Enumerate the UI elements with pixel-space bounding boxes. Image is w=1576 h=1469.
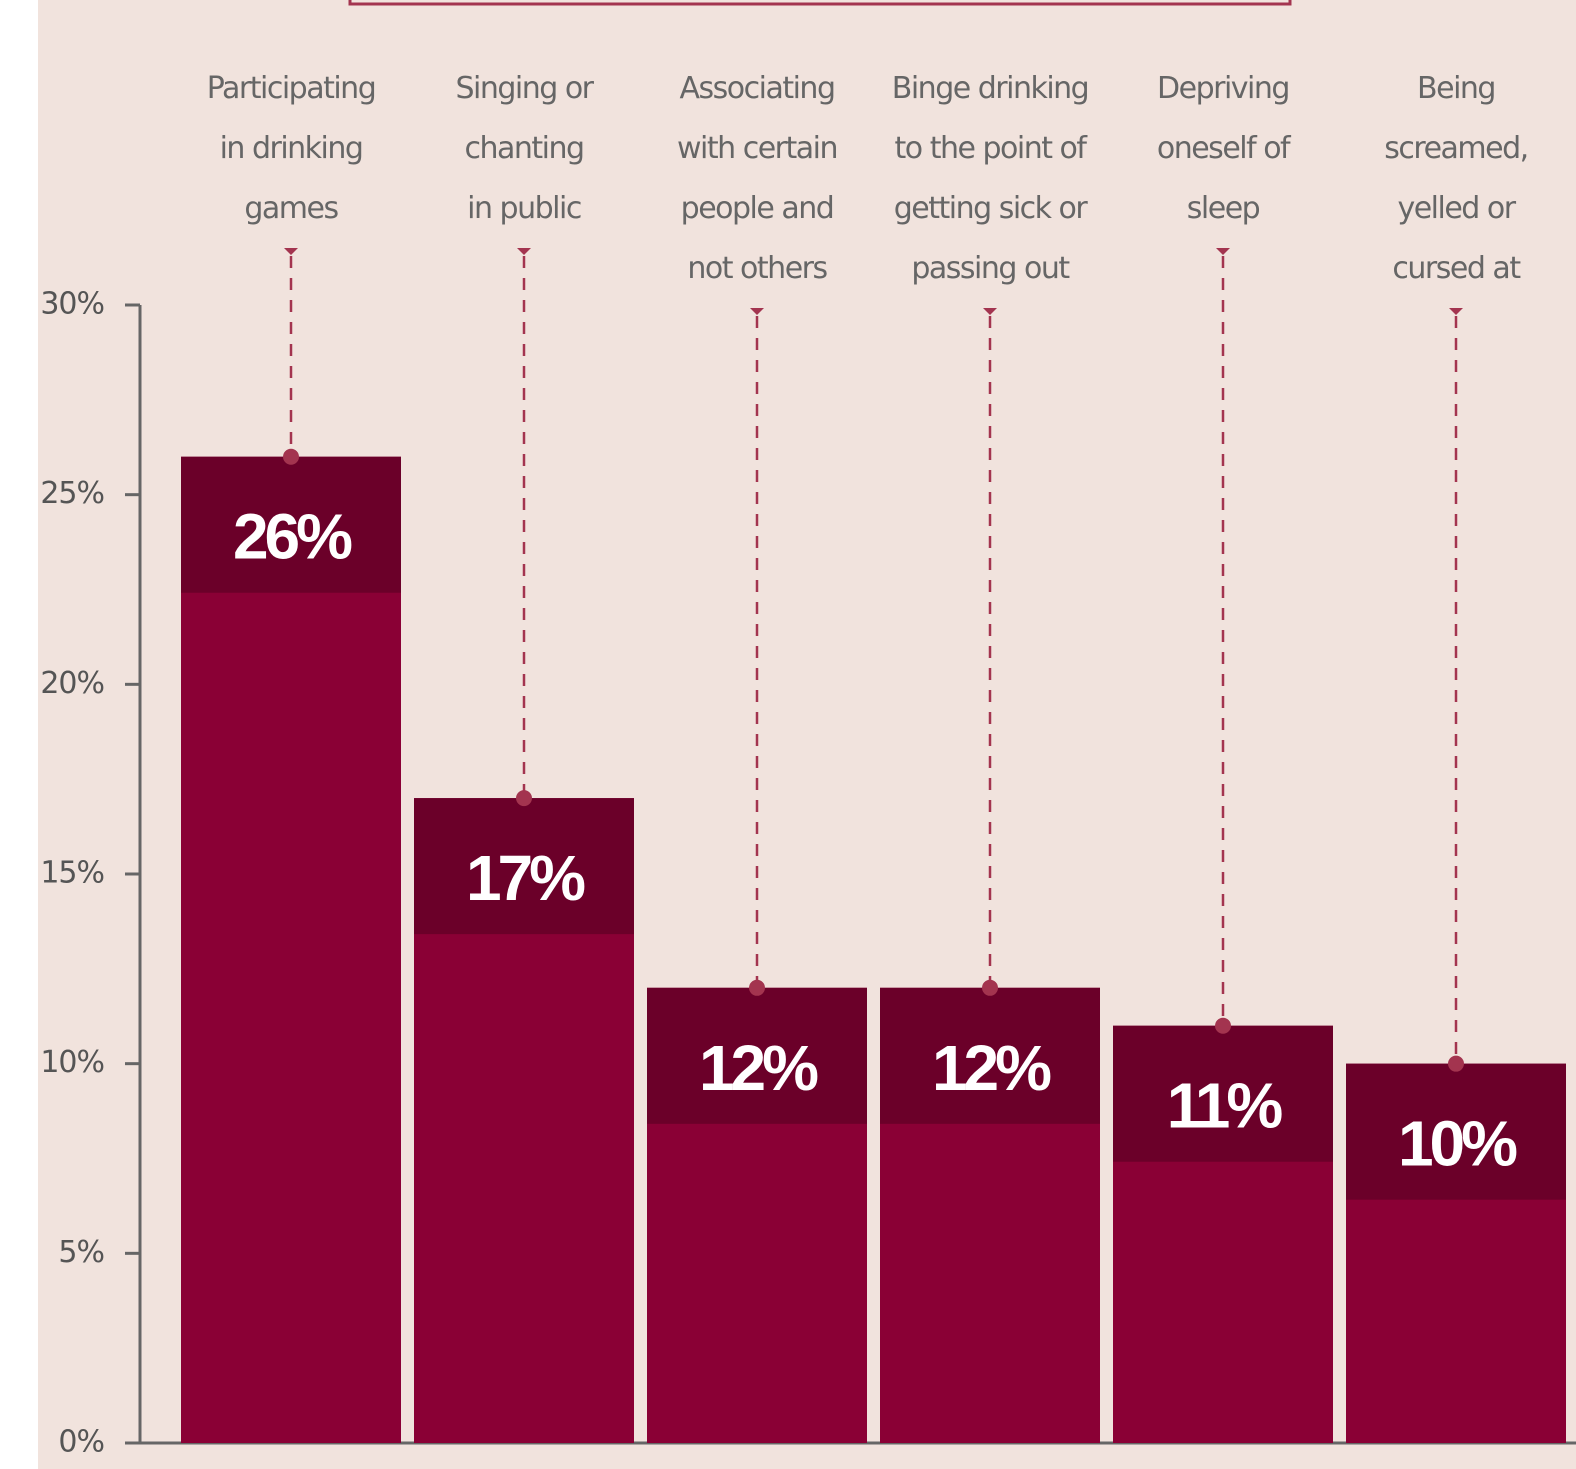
leader-dot (1448, 1056, 1464, 1072)
category-label: getting sick or (894, 191, 1089, 226)
y-tick-label: 10% (40, 1045, 104, 1080)
category-label: screamed, (1384, 131, 1527, 166)
category-label: with certain (677, 131, 837, 166)
category-label: Associating (679, 71, 834, 106)
y-tick-label: 5% (58, 1235, 104, 1270)
category-label: Binge drinking (892, 71, 1088, 106)
value-label: 12% (932, 1032, 1051, 1104)
category-label: passing out (911, 251, 1070, 286)
value-label: 10% (1398, 1108, 1517, 1180)
category-label: Singing or (455, 71, 594, 106)
category-label: Depriving (1157, 71, 1289, 106)
y-tick-label: 30% (40, 287, 104, 322)
category-label: oneself of (1157, 131, 1292, 166)
value-label: 26% (233, 501, 352, 573)
category-label: sleep (1187, 191, 1260, 226)
value-label: 17% (466, 842, 585, 914)
leader-dot (982, 980, 998, 996)
y-tick-label: 20% (40, 666, 104, 701)
category-label: games (244, 191, 338, 226)
category-label: Participating (207, 71, 375, 106)
chart: 0% 5% 10% 15% 20% 25% 30% 26% Participating in dr… (0, 0, 1576, 1469)
leader-dot (283, 449, 299, 465)
category-label: in public (467, 191, 581, 226)
leader-dot (1215, 1018, 1231, 1034)
category-label: yelled or (1397, 191, 1516, 226)
y-tick-label: 0% (58, 1425, 104, 1460)
category-label: cursed at (1392, 251, 1521, 286)
category-label: in drinking (220, 131, 363, 166)
leader-dot (749, 980, 765, 996)
category-label: people and (681, 191, 834, 226)
category-label: not others (687, 251, 827, 286)
category-label: to the point of (895, 131, 1089, 166)
y-tick-label: 15% (40, 856, 104, 891)
category-label: Being (1417, 71, 1495, 106)
bar (181, 457, 401, 1443)
page: 0% 5% 10% 15% 20% 25% 30% 26% Participating in dr… (0, 0, 1576, 1469)
leader-dot (516, 790, 532, 806)
category-label: chanting (464, 131, 583, 166)
y-tick-label: 25% (40, 476, 104, 511)
value-label: 11% (1167, 1070, 1283, 1142)
value-label: 12% (699, 1032, 818, 1104)
